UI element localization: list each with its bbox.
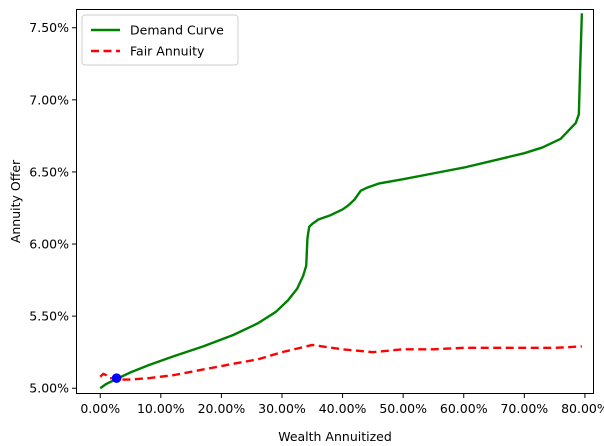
legend-label: Demand Curve — [130, 23, 224, 38]
y-tick-label: 5.00% — [29, 381, 69, 396]
legend-label: Fair Annuity — [130, 44, 205, 59]
x-axis-label: Wealth Annuitized — [278, 429, 392, 444]
series-line-demand-curve — [99, 13, 584, 390]
y-tick-label: 7.00% — [29, 92, 69, 107]
y-tick-label: 5.50% — [29, 309, 69, 324]
x-tick-label: 80.00% — [561, 401, 604, 416]
x-tick-label: 70.00% — [500, 401, 548, 416]
plot-frame — [76, 9, 594, 394]
x-tick-label: 20.00% — [198, 401, 246, 416]
x-tick-label: 0.00% — [80, 401, 120, 416]
y-tick-label: 6.00% — [29, 237, 69, 252]
y-axis-label: Annuity Offer — [8, 159, 23, 243]
y-tick-label: 7.50% — [29, 20, 69, 35]
legend-box — [81, 14, 239, 66]
labels-layer: 0.00% 10.00% 20.00% 30.00% 40.00% 50.00% 60.00… — [8, 20, 604, 444]
series-layer — [99, 13, 584, 390]
x-tick-label: 40.00% — [319, 401, 367, 416]
x-tick-label: 30.00% — [258, 401, 306, 416]
y-tick-label: 6.50% — [29, 164, 69, 179]
series-line-fair-annuity — [99, 343, 582, 381]
x-tick-label: 60.00% — [440, 401, 488, 416]
legend: Demand Curve Fair Annuity — [81, 14, 239, 66]
x-tick-label: 10.00% — [137, 401, 185, 416]
axes-layer — [72, 9, 594, 398]
x-tick-label: 50.00% — [379, 401, 427, 416]
highlight-point — [111, 373, 122, 383]
